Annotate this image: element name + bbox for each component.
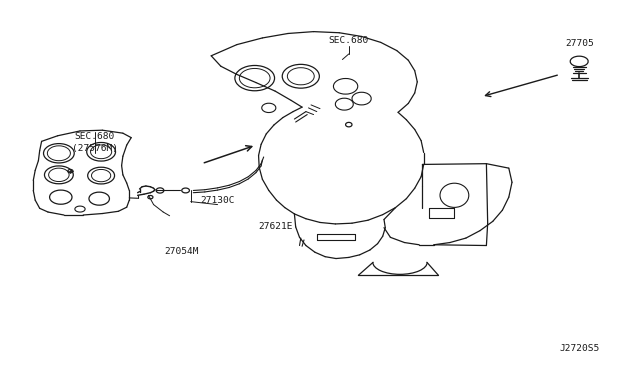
Text: 27621E: 27621E <box>258 222 292 231</box>
Text: J2720S5: J2720S5 <box>559 344 599 353</box>
Text: 27705: 27705 <box>565 39 593 48</box>
Text: 27054M: 27054M <box>164 247 198 256</box>
Text: 27130C: 27130C <box>200 196 235 205</box>
Text: SEC.680: SEC.680 <box>329 36 369 45</box>
Text: (27576M): (27576M) <box>72 144 118 153</box>
Text: SEC.680: SEC.680 <box>75 132 115 141</box>
